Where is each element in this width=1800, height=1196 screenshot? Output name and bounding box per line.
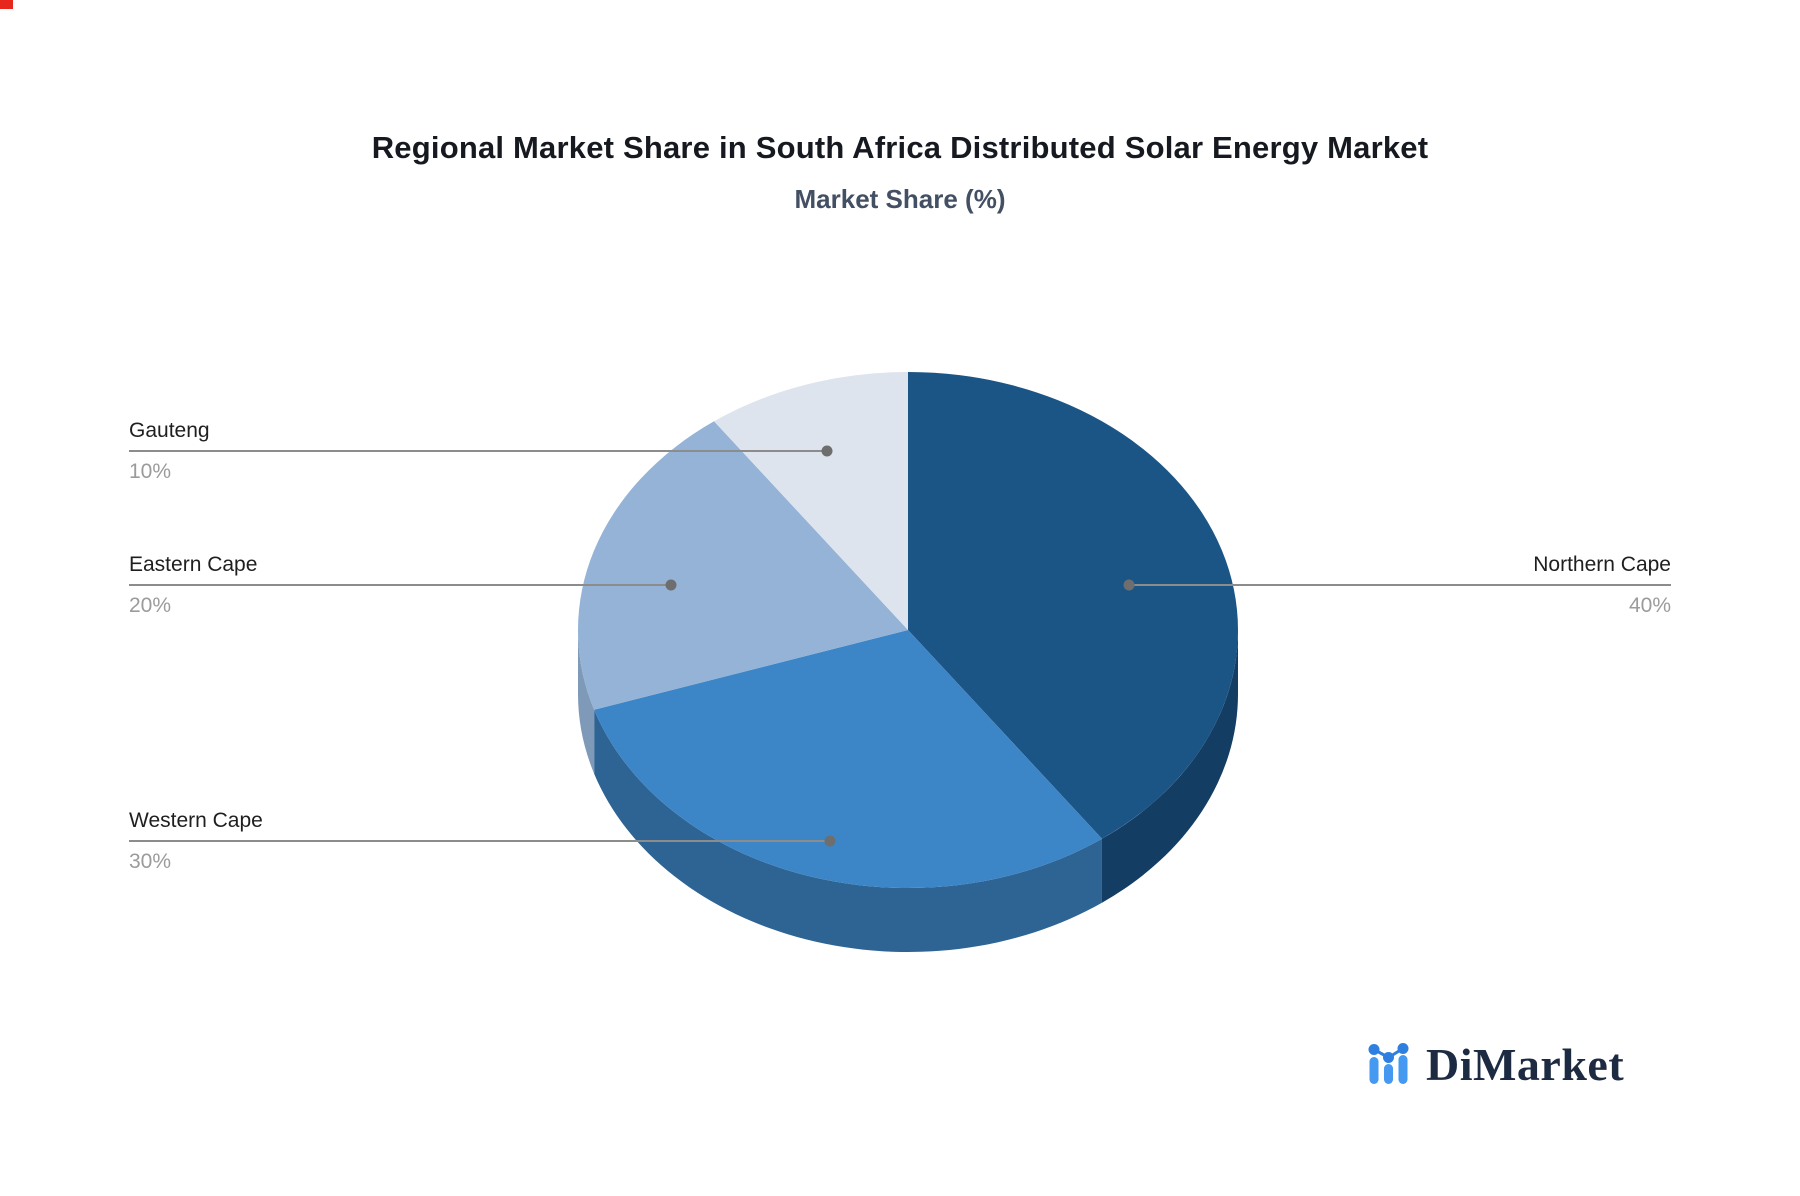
- leader-dot-gauteng: [821, 445, 833, 457]
- leader-dot-eastern-cape: [665, 579, 677, 591]
- logo-bar-1: [1369, 1057, 1379, 1084]
- slice-label-northern-cape: Northern Cape 40%: [1533, 553, 1671, 617]
- slice-pct-western-cape: 30%: [129, 850, 172, 873]
- screen-corner-artifact: [0, 0, 13, 9]
- logo-dot-3: [1397, 1043, 1409, 1054]
- logo-dot-1: [1368, 1044, 1380, 1055]
- slice-name-eastern-cape: Eastern Cape: [129, 553, 258, 576]
- leader-dot-northern-cape: [1123, 579, 1135, 591]
- pie-slice-side-northern-cape: [1101, 630, 1238, 903]
- pie-slice-gauteng: [714, 372, 908, 630]
- slice-name-western-cape: Western Cape: [129, 809, 263, 832]
- slice-pct-eastern-cape: 20%: [129, 594, 172, 617]
- chart-title: Regional Market Share in South Africa Di…: [371, 130, 1429, 165]
- slice-name-gauteng: Gauteng: [129, 419, 210, 442]
- logo-dot-2: [1383, 1052, 1394, 1063]
- pie-slice-northern-cape: [908, 372, 1238, 839]
- brand-logo: DiMarket: [1368, 1040, 1624, 1090]
- pie-slice-side-eastern-cape: [578, 630, 595, 774]
- leader-dot-western-cape: [824, 835, 836, 847]
- pie-slice-eastern-cape: [577, 421, 908, 710]
- brand-name: DiMarket: [1426, 1039, 1625, 1090]
- slice-label-eastern-cape: Eastern Cape 20%: [129, 553, 257, 617]
- logo-bar-2: [1384, 1064, 1393, 1084]
- slice-pct-gauteng: 10%: [129, 460, 172, 483]
- chart-subtitle: Market Share (%): [794, 184, 1006, 214]
- slice-label-western-cape: Western Cape 30%: [129, 809, 263, 873]
- bar-line-chart-logo-icon: [1368, 1043, 1409, 1084]
- slice-label-gauteng: Gauteng 10%: [129, 419, 210, 483]
- pie-slice-side-western-cape: [594, 709, 1102, 952]
- logo-bar-3: [1398, 1055, 1408, 1084]
- slice-name-northern-cape: Northern Cape: [1533, 553, 1671, 576]
- slice-pct-northern-cape: 40%: [1628, 594, 1671, 617]
- pie-slice-western-cape: [594, 630, 1102, 888]
